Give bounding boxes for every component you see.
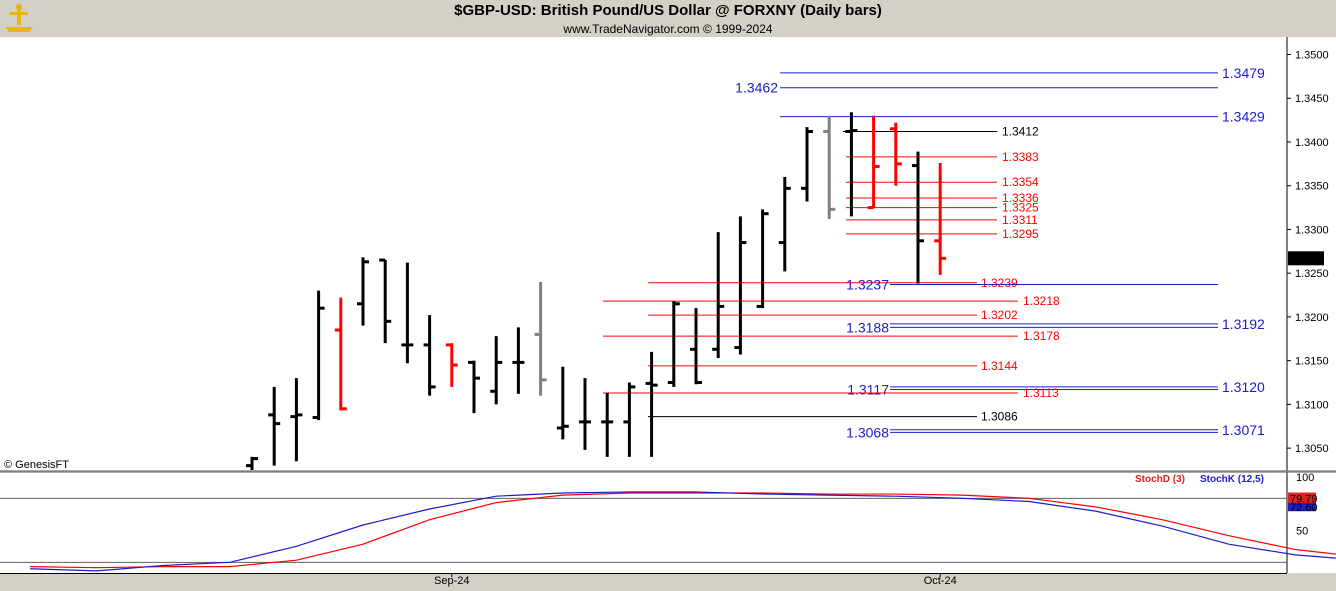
y-tick-label: 1.3350 xyxy=(1295,181,1329,193)
ohlc-bar xyxy=(312,290,325,421)
ohlc-bar xyxy=(801,127,813,202)
level-label: 1.3325 xyxy=(1002,201,1039,215)
level-label: 1.3462 xyxy=(735,80,778,96)
level-label: 1.3239 xyxy=(981,276,1018,290)
ohlc-bar xyxy=(556,366,569,440)
y-tick-label: 1.3250 xyxy=(1295,268,1329,280)
stochd-value: 79.79 xyxy=(1290,494,1318,506)
ohlc-bar xyxy=(423,315,436,396)
ohlc-bar xyxy=(601,393,614,457)
y-tick-label: 1.3050 xyxy=(1295,443,1329,455)
ohlc-bar xyxy=(334,297,347,411)
ohlc-bar xyxy=(823,115,836,219)
level-label: 1.3188 xyxy=(846,319,889,335)
level-label: 1.3429 xyxy=(1222,109,1265,125)
x-tick-label: Oct-24 xyxy=(924,575,957,587)
stoch-tick-label: 50 xyxy=(1296,525,1308,537)
level-label: 1.3202 xyxy=(981,308,1018,322)
y-tick-label: 1.3100 xyxy=(1295,399,1329,411)
ohlc-bar xyxy=(712,232,725,359)
ohlc-bar xyxy=(357,257,369,326)
level-label: 1.3412 xyxy=(1002,124,1039,138)
y-tick-label: 1.3300 xyxy=(1295,224,1329,236)
stoch-line xyxy=(29,492,1336,569)
level-label: 1.3218 xyxy=(1023,294,1060,308)
stoch-tick-label: 100 xyxy=(1296,472,1314,484)
level-label: 1.3178 xyxy=(1023,329,1060,343)
ohlc-bar xyxy=(468,360,480,414)
stochk-value-box xyxy=(1288,503,1316,512)
stoch-line xyxy=(29,491,1336,572)
price-panel-bg xyxy=(0,37,1287,470)
ohlc-bar xyxy=(534,281,547,396)
ohlc-bar xyxy=(401,262,414,364)
level-label: 1.3113 xyxy=(1023,386,1059,400)
level-label: 1.3354 xyxy=(1002,175,1039,189)
ohlc-bar xyxy=(690,308,702,385)
stochd-value-box xyxy=(1288,492,1316,505)
level-label: 1.3192 xyxy=(1222,316,1265,332)
ohlc-bar xyxy=(845,112,858,217)
ohlc-bar xyxy=(623,382,636,457)
ohlc-bar xyxy=(778,176,791,272)
y-tick-label: 1.3200 xyxy=(1295,312,1329,324)
y-tick-label: 1.3450 xyxy=(1295,93,1329,105)
ohlc-bar xyxy=(645,351,658,457)
stoch-panel-bg xyxy=(0,473,1287,573)
chart-title: $GBP-USD: British Pound/US Dollar @ FORX… xyxy=(454,2,882,19)
level-label: 1.3311 xyxy=(1002,213,1038,227)
last-price-label: 1.3267 xyxy=(1290,253,1324,265)
level-label: 1.3068 xyxy=(846,424,889,440)
ohlc-bar xyxy=(867,115,880,210)
level-label: 1.3086 xyxy=(981,410,1018,424)
level-label: 1.3336 xyxy=(1002,191,1039,205)
y-tick-label: 1.3500 xyxy=(1295,49,1329,61)
ohlc-bar xyxy=(490,336,503,405)
level-label: 1.3144 xyxy=(981,359,1018,373)
ohlc-bar xyxy=(667,301,680,387)
ohlc-bar xyxy=(290,378,303,462)
level-label: 1.3120 xyxy=(1222,379,1265,395)
stochd-legend: StochD (3) xyxy=(1135,474,1185,485)
y-tick-label: 1.3400 xyxy=(1295,137,1329,149)
ohlc-bar xyxy=(734,216,747,355)
watermark-text: © GenesisFT xyxy=(4,459,69,471)
chart-subtitle: www.TradeNavigator.com © 1999-2024 xyxy=(563,22,773,36)
ohlc-bar xyxy=(912,151,924,284)
level-label: 1.3479 xyxy=(1222,65,1265,81)
level-label: 1.3383 xyxy=(1002,150,1039,164)
trade-navigator-logo-icon xyxy=(5,4,33,32)
level-label: 1.3117 xyxy=(847,382,889,398)
ohlc-bar xyxy=(246,456,258,470)
level-label: 1.3295 xyxy=(1002,227,1039,241)
stochk-legend: StochK (12,5) xyxy=(1200,474,1264,485)
ohlc-bar xyxy=(889,122,902,186)
ohlc-bar xyxy=(756,209,769,309)
ohlc-bar xyxy=(268,386,281,466)
ohlc-bar xyxy=(934,162,947,275)
x-tick-label: Sep-24 xyxy=(434,575,469,587)
stochk-value: 72.60 xyxy=(1290,502,1318,514)
ohlc-bar xyxy=(579,378,591,450)
ohlc-bar xyxy=(445,343,458,387)
ohlc-bar xyxy=(379,258,392,344)
level-label: 1.3071 xyxy=(1222,422,1265,438)
y-tick-label: 1.3150 xyxy=(1295,356,1329,368)
level-label: 1.3237 xyxy=(846,277,889,293)
last-price-box xyxy=(1288,251,1324,266)
ohlc-bar xyxy=(512,327,525,394)
